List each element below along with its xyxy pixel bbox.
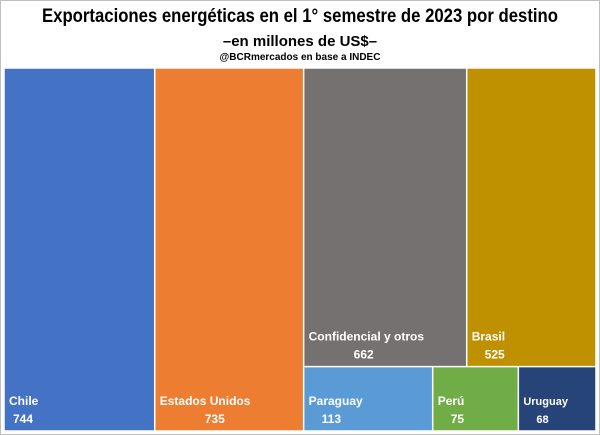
tile-label-chile: Chile (9, 394, 39, 408)
treemap-tile-chile: Chile 744 (4, 68, 154, 431)
treemap-tile-paraguay: Paraguay 113 (304, 367, 432, 431)
chart-source: @BCRmercados en base a INDEC (219, 52, 381, 63)
tile-label-paraguay: Paraguay (309, 394, 363, 408)
treemap-tile-brasil: Brasil 525 (467, 68, 596, 366)
tile-rect-brasil (467, 68, 596, 366)
tile-value-estados-unidos: 735 (205, 412, 225, 426)
tile-label-peru: Perú (438, 394, 465, 408)
tile-value-peru: 75 (451, 412, 465, 426)
tile-label-uruguay: Uruguay (523, 396, 569, 408)
tile-rect-paraguay (304, 367, 432, 431)
treemap-tile-peru: Perú 75 (433, 367, 518, 431)
tile-value-uruguay: 68 (536, 414, 548, 426)
tile-value-brasil: 525 (485, 348, 505, 362)
treemap-tile-confidencial-y-otros: Confidencial y otros 662 (304, 68, 466, 366)
tile-rect-chile (4, 68, 154, 431)
tile-label-brasil: Brasil (472, 330, 505, 344)
chart-subtitle: –en millones de US$– (222, 33, 378, 50)
tile-rect-uruguay (519, 367, 596, 431)
tile-value-confidencial-y-otros: 662 (354, 348, 374, 362)
tile-label-estados-unidos: Estados Unidos (160, 394, 251, 408)
tile-label-confidencial-y-otros: Confidencial y otros (309, 330, 425, 344)
chart-title: Exportaciones energéticas en el 1° semes… (42, 6, 558, 27)
tile-rect-peru (433, 367, 518, 431)
tile-rect-estados-unidos (155, 68, 303, 431)
tile-value-paraguay: 113 (322, 412, 342, 426)
treemap-tile-estados-unidos: Estados Unidos 735 (155, 68, 303, 431)
treemap-tile-uruguay: Uruguay 68 (519, 367, 596, 431)
tile-value-chile: 744 (13, 412, 33, 426)
tile-rect-confidencial-y-otros (304, 68, 466, 366)
